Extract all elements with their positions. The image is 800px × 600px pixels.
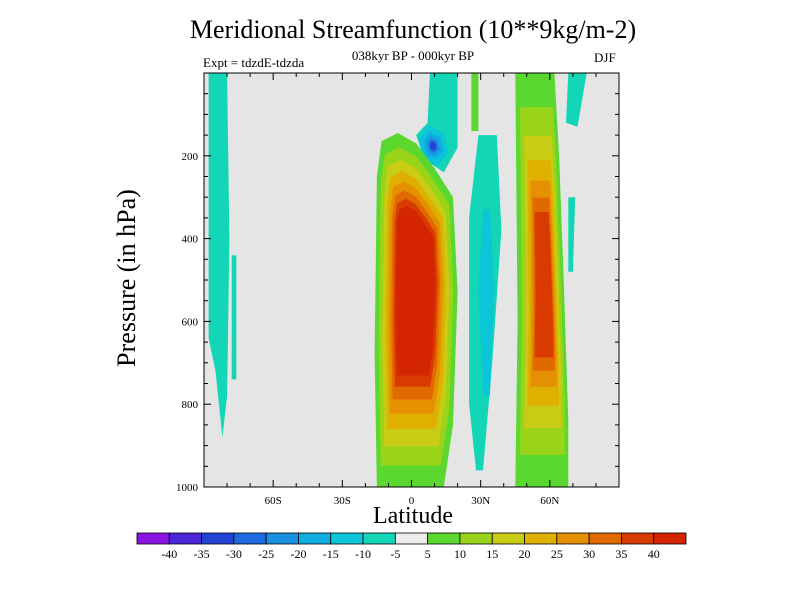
colorbar-label: -15	[323, 547, 339, 561]
y-tick-label: 400	[182, 234, 199, 246]
x-tick-label: 0	[409, 495, 415, 507]
chart-title: Meridional Streamfunction (10**9kg/m-2)	[189, 15, 637, 44]
season-label: DJF	[594, 50, 616, 65]
contour-midlatitude-cell-level-7	[534, 212, 554, 358]
contour-subtropical-negative-core	[478, 209, 495, 396]
colorbar-swatch	[201, 532, 235, 545]
colorbar-swatch	[394, 532, 429, 545]
y-tick-label: 200	[182, 151, 199, 163]
x-tick-label: 30S	[334, 495, 351, 507]
y-tick-label: 800	[182, 399, 199, 411]
colorbar-label: 35	[615, 547, 627, 561]
colorbar-swatch	[330, 532, 364, 545]
colorbar-swatch	[427, 532, 461, 545]
colorbar-swatch	[556, 532, 590, 545]
colorbar-swatch	[621, 532, 655, 545]
y-tick-label: 1000	[176, 482, 199, 494]
colorbar-label: 25	[551, 547, 563, 561]
contour-north-negative-streak	[566, 73, 587, 127]
colorbar-swatch	[524, 532, 558, 545]
colorbar-swatch	[136, 532, 170, 545]
colorbar-swatch	[459, 532, 493, 545]
colorbar-label: -35	[194, 547, 210, 561]
colorbar-label: 10	[454, 547, 466, 561]
contour-south-negative-band	[208, 73, 230, 438]
contour-upper-negative-core-level-5	[429, 141, 437, 151]
colorbar-swatch	[362, 532, 396, 545]
chart-subtitle: 038kyr BP - 000kyr BP	[351, 48, 475, 63]
colorbar-swatch	[265, 532, 299, 545]
colorbar-label: -30	[226, 547, 242, 561]
colorbar-label: 15	[486, 547, 498, 561]
x-tick-label: 30N	[471, 495, 490, 507]
colorbar-label: -20	[290, 547, 306, 561]
contour-equatorial-cell-level-8	[395, 206, 436, 376]
contour-north-negative-sliver	[568, 197, 576, 272]
colorbar-swatch	[233, 532, 267, 545]
colorbar-swatch	[298, 532, 332, 545]
x-axis-label: Latitude	[373, 503, 453, 529]
colorbar-label: -40	[161, 547, 177, 561]
colorbar-label: 20	[519, 547, 531, 561]
contour-north-positive-streak	[471, 73, 479, 131]
colorbar-swatch	[653, 532, 687, 545]
colorbar-label: 30	[583, 547, 595, 561]
colorbar-swatch	[588, 532, 622, 545]
colorbar-label: 40	[648, 547, 660, 561]
contour-south-negative-sliver	[231, 255, 237, 380]
colorbar-swatch	[491, 532, 525, 545]
colorbar-label: -5	[390, 547, 400, 561]
x-tick-label: 60S	[265, 495, 282, 507]
colorbar-label: -10	[355, 547, 371, 561]
x-tick-label: 60N	[540, 495, 559, 507]
colorbar-swatch	[168, 532, 202, 545]
y-tick-label: 600	[182, 316, 199, 328]
experiment-label: Expt = tdzdE-tdzda	[203, 55, 305, 70]
colorbar-label: 5	[425, 547, 431, 561]
colorbar-label: -25	[258, 547, 274, 561]
